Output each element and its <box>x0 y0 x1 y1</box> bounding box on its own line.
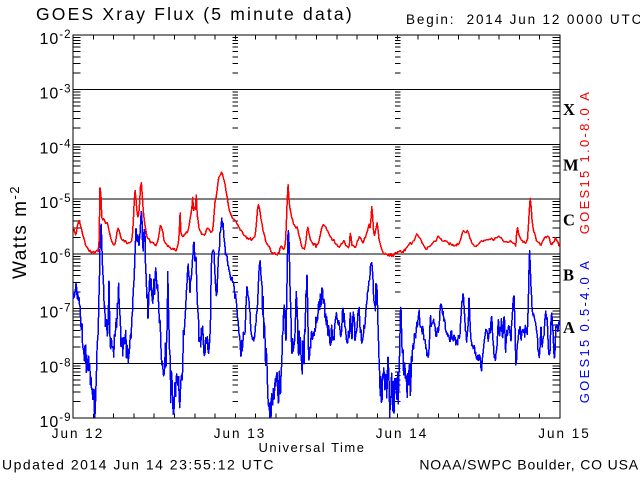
svg-text:M: M <box>563 156 579 175</box>
svg-text:Jun 14: Jun 14 <box>376 426 429 441</box>
svg-text:Watts m-2: Watts m-2 <box>7 185 31 279</box>
svg-text:C: C <box>563 211 575 230</box>
svg-text:GOES15 1.0-8.0 A: GOES15 1.0-8.0 A <box>577 90 592 234</box>
svg-text:Jun 13: Jun 13 <box>214 426 267 441</box>
svg-text:GOES15 0.5-4.0 A: GOES15 0.5-4.0 A <box>577 259 592 403</box>
svg-text:A: A <box>563 318 575 337</box>
svg-text:NOAA/SWPC Boulder, CO USA: NOAA/SWPC Boulder, CO USA <box>419 457 639 473</box>
svg-text:GOES Xray Flux (5 minute data): GOES Xray Flux (5 minute data) <box>36 4 354 24</box>
svg-text:Universal Time: Universal Time <box>259 440 366 455</box>
svg-text:X: X <box>563 100 575 119</box>
svg-text:B: B <box>563 266 574 285</box>
svg-text:Jun 15: Jun 15 <box>538 426 591 441</box>
svg-text:Begin: 2014 Jun 12 0000 UTC: Begin: 2014 Jun 12 0000 UTC <box>406 12 640 27</box>
svg-text:Updated 2014 Jun 14 23:55:12 U: Updated 2014 Jun 14 23:55:12 UTC <box>2 457 275 473</box>
svg-text:Jun 12: Jun 12 <box>52 426 105 441</box>
